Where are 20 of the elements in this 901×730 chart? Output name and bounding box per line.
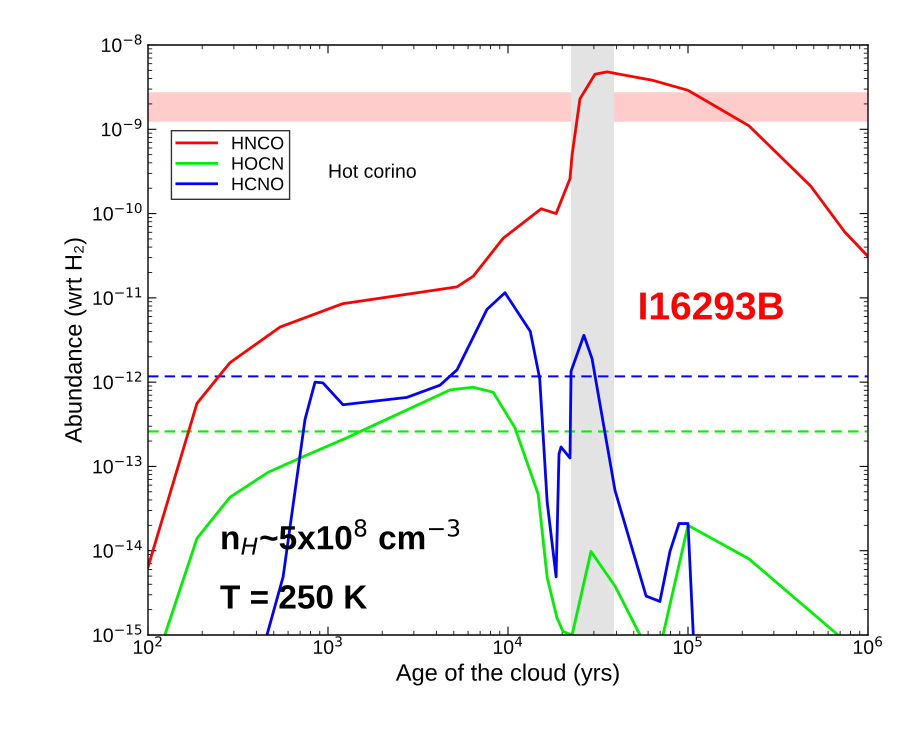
annotation: Hot corino [330, 164, 416, 178]
x-axis-title: Age of the cloud (yrs) [396, 664, 619, 686]
x-tick-label: 10$^{4}$ [494, 636, 522, 654]
legend-label: HOCN [232, 157, 283, 170]
y-tick-label: 10$^{−10}$ [93, 202, 142, 221]
legend-label: HNCO [232, 136, 284, 150]
y-tick-label: 10$^{−8}$ [102, 34, 142, 52]
annotation: I16293B [640, 292, 783, 320]
legend-label: HCNO [232, 178, 284, 190]
annotation: T = 250 K [220, 585, 367, 609]
x-tick-label: 10$^{3}$ [314, 636, 342, 654]
y-tick-label: 10$^{−12}$ [93, 371, 142, 390]
y-tick-label: 10$^{−14}$ [93, 540, 142, 558]
x-tick-label: 10$^{2}$ [134, 636, 162, 654]
y-tick-label: 10$^{−13}$ [93, 456, 142, 474]
y-tick-label: 10$^{−11}$ [93, 287, 142, 305]
y-axis-title: Abundance (wrt H₂) [64, 238, 86, 443]
x-tick-label: 10$^{6}$ [854, 636, 882, 654]
x-tick-label: 10$^{5}$ [674, 636, 702, 654]
y-tick-label: 10$^{−9}$ [102, 118, 142, 136]
